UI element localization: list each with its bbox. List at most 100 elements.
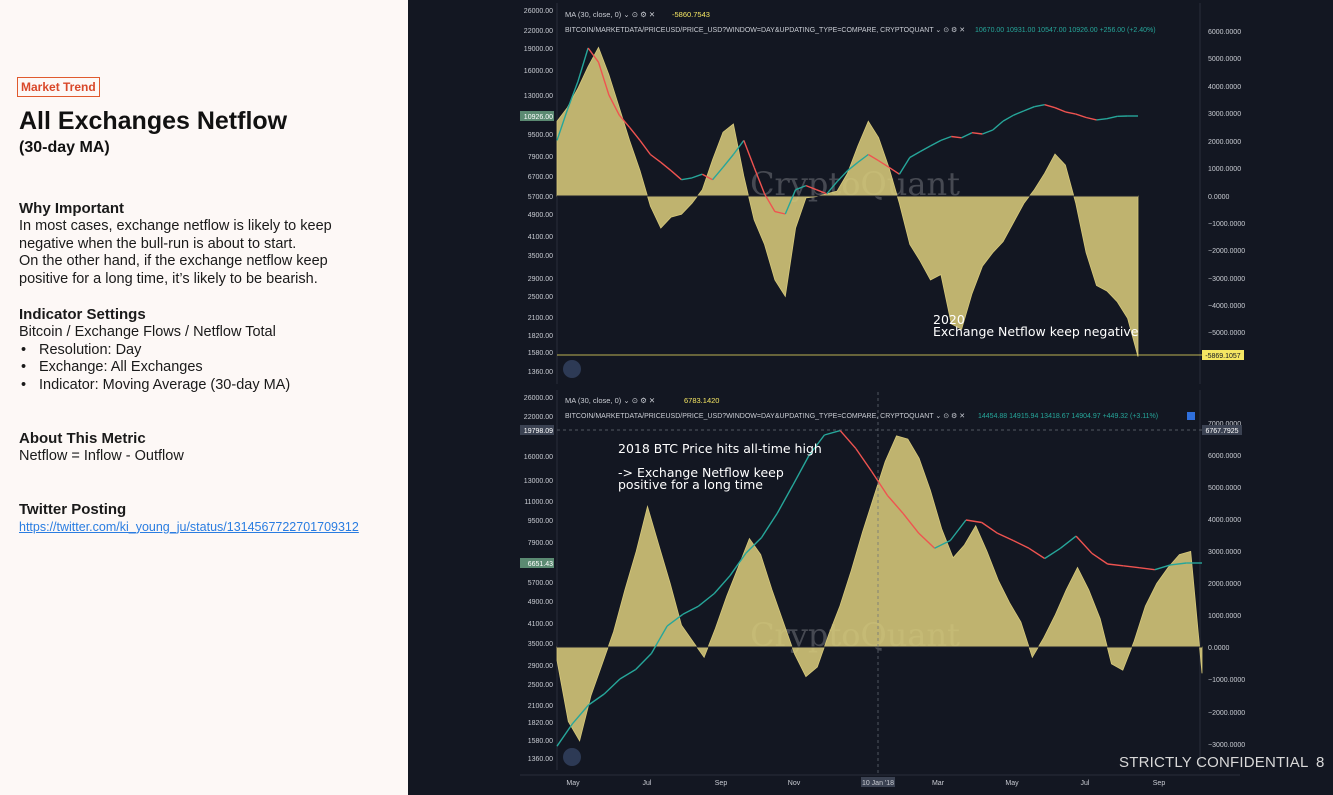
- price-segment: [556, 723, 574, 747]
- price-segment: [902, 512, 920, 534]
- annotation-text: -> Exchange Netflow keep: [618, 465, 784, 480]
- price-tick-label: 10926.00: [524, 114, 553, 121]
- price-segment: [639, 139, 651, 155]
- cryptoquant-logo-icon: [563, 360, 581, 378]
- price-segment: [1091, 552, 1108, 565]
- price-segment: [760, 513, 778, 538]
- price-tick-label: 5700.00: [528, 580, 553, 587]
- price-tick-label: 4900.00: [528, 599, 553, 606]
- price-segment: [619, 668, 637, 680]
- netflow-tick-label: 7000.0000: [1208, 421, 1241, 428]
- x-tick-label: 10 Jan '18: [862, 780, 894, 787]
- high-netflow-box: [1202, 425, 1242, 435]
- netflow-tick-label: 5000.0000: [1208, 485, 1241, 492]
- x-tick-label: Jul: [643, 780, 652, 787]
- netflow-tick-label: 3000.0000: [1208, 111, 1241, 118]
- twitter-link[interactable]: https://twitter.com/ki_young_ju/status/1…: [19, 519, 359, 534]
- netflow-tick-label: 0.0000: [1208, 645, 1230, 652]
- price-tick-label: 9500.00: [528, 132, 553, 139]
- price-segment: [566, 81, 579, 111]
- price-tick-label: 2500.00: [528, 682, 553, 689]
- price-segment: [871, 471, 888, 496]
- slide-subtitle: (30-day MA): [19, 139, 110, 156]
- price-tick-label: 5700.00: [528, 194, 553, 201]
- price-tick-label: 1820.00: [528, 720, 553, 727]
- indicator-label: MA (30, close, 0) ⌄ ⊙ ⚙ ✕: [565, 396, 655, 405]
- price-segment: [701, 173, 713, 181]
- settings-item: Resolution: Day: [19, 342, 399, 360]
- slide-title: All Exchanges Netflow: [19, 107, 288, 135]
- price-segment: [1013, 110, 1025, 116]
- price-tick-label: 4900.00: [528, 212, 553, 219]
- market-trend-tag: Market Trend: [17, 77, 100, 97]
- price-tick-label: 3500.00: [528, 253, 553, 260]
- why-important-heading: Why Important: [19, 200, 124, 217]
- price-segment: [930, 139, 942, 147]
- price-segment: [940, 135, 952, 142]
- annotation-text: Exchange Netflow keep negative: [933, 324, 1139, 339]
- price-segment: [909, 150, 921, 159]
- settings-item: Exchange: All Exchanges: [19, 359, 399, 377]
- price-label-box: [520, 558, 554, 568]
- price-segment: [577, 47, 589, 83]
- netflow-tick-label: 3000.0000: [1208, 549, 1241, 556]
- price-tick-label: 22000.00: [524, 414, 553, 421]
- why-line: positive for a long time, it’s likely to…: [19, 271, 318, 288]
- price-tick-label: 22000.00: [524, 28, 553, 35]
- price-segment: [597, 61, 610, 96]
- price-label-box: [520, 425, 554, 435]
- price-segment: [934, 539, 951, 549]
- price-segment: [603, 678, 621, 695]
- price-segment: [650, 625, 668, 654]
- price-segment: [1106, 115, 1118, 120]
- price-segment: [886, 494, 904, 514]
- price-tick-label: 19000.00: [524, 46, 553, 53]
- price-segment: [808, 434, 825, 457]
- price-tick-label: 19798.09: [524, 428, 553, 435]
- price-segment: [660, 161, 672, 172]
- netflow-tick-label: 1000.0000: [1208, 613, 1241, 620]
- price-segment: [805, 184, 817, 191]
- price-segment: [776, 484, 794, 514]
- indicator-settings-heading: Indicator Settings: [19, 306, 146, 323]
- x-tick-box: [861, 777, 895, 787]
- price-segment: [997, 532, 1014, 542]
- price-tick-label: 6651.43: [528, 561, 553, 568]
- netflow-tick-label: 2000.0000: [1208, 581, 1241, 588]
- price-segment: [1096, 118, 1107, 121]
- price-segment: [608, 94, 620, 116]
- price-segment: [713, 575, 731, 594]
- price-segment: [745, 537, 762, 554]
- price-segment: [826, 181, 838, 195]
- price-segment: [816, 189, 828, 195]
- price-tick-label: 4100.00: [528, 234, 553, 241]
- indicator-value: -5860.7543: [672, 10, 710, 19]
- price-segment: [857, 153, 869, 163]
- twitter-heading: Twitter Posting: [19, 501, 127, 518]
- price-tick-label: 1360.00: [528, 756, 553, 763]
- x-tick-label: Sep: [1153, 780, 1166, 787]
- price-tick-label: 2900.00: [528, 663, 553, 670]
- settings-list: Resolution: Day Exchange: All Exchanges …: [19, 342, 399, 395]
- price-segment: [670, 170, 682, 181]
- price-segment: [971, 132, 983, 135]
- price-segment: [1023, 106, 1035, 112]
- netflow-tick-label: −5000.0000: [1208, 330, 1245, 337]
- price-tick-label: 2500.00: [528, 294, 553, 301]
- price-segment: [763, 193, 776, 212]
- netflow-tick-label: −4000.0000: [1208, 303, 1245, 310]
- netflow-tick-label: 6000.0000: [1208, 453, 1241, 460]
- price-segment: [1139, 567, 1155, 571]
- netflow-tick-label: 4000.0000: [1208, 84, 1241, 91]
- price-tick-label: 7900.00: [528, 540, 553, 547]
- price-segment: [572, 704, 590, 724]
- price-segment: [753, 167, 766, 195]
- price-segment: [1107, 563, 1124, 567]
- price-segment: [839, 430, 857, 450]
- price-segment: [981, 521, 998, 534]
- netflow-tick-label: 0.0000: [1208, 194, 1230, 201]
- indicator-label: MA (30, close, 0) ⌄ ⊙ ⚙ ✕: [565, 10, 655, 19]
- price-segment: [587, 47, 600, 63]
- price-segment: [588, 693, 605, 706]
- netflow-tick-label: −2000.0000: [1208, 248, 1245, 255]
